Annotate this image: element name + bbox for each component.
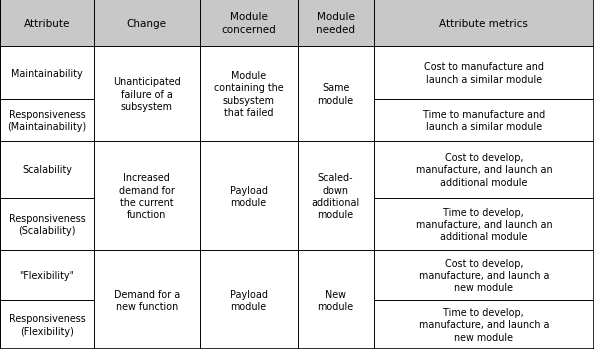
Text: Responsiveness
(Scalability): Responsiveness (Scalability) [8, 213, 86, 236]
Text: Attribute metrics: Attribute metrics [440, 18, 528, 29]
Bar [200, 142, 298, 251]
Bar [200, 251, 298, 349]
Bar [374, 142, 594, 198]
Bar [298, 47, 374, 142]
Text: Responsiveness
(Maintainability): Responsiveness (Maintainability) [7, 110, 87, 132]
Text: Time to develop,
manufacture, and launch an
additional module: Time to develop, manufacture, and launch… [415, 207, 552, 242]
Text: Change: Change [127, 18, 167, 29]
Text: Scalability: Scalability [22, 165, 72, 175]
Text: Attribute: Attribute [24, 18, 70, 29]
Text: "Flexibility": "Flexibility" [20, 270, 74, 280]
Bar [374, 300, 594, 349]
Bar [200, 47, 298, 142]
Bar [0, 100, 94, 142]
Text: Unanticipated
failure of a
subsystem: Unanticipated failure of a subsystem [113, 77, 181, 112]
Text: Time to manufacture and
launch a similar module: Time to manufacture and launch a similar… [423, 110, 545, 132]
Bar [374, 198, 594, 251]
Text: Cost to manufacture and
launch a similar module: Cost to manufacture and launch a similar… [424, 62, 544, 84]
Bar [0, 198, 94, 251]
Bar [94, 251, 200, 349]
Text: Cost to develop,
manufacture, and launch a
new module: Cost to develop, manufacture, and launch… [419, 258, 549, 292]
Bar [374, 100, 594, 142]
Bar [298, 0, 374, 47]
Text: Time to develop,
manufacture, and launch a
new module: Time to develop, manufacture, and launch… [419, 307, 549, 342]
Bar [94, 0, 200, 47]
Text: Cost to develop,
manufacture, and launch an
additional module: Cost to develop, manufacture, and launch… [415, 153, 552, 187]
Text: Module
needed: Module needed [316, 12, 355, 35]
Text: Increased
demand for
the current
function: Increased demand for the current functio… [119, 173, 175, 220]
Bar [0, 0, 94, 47]
Bar [374, 47, 594, 100]
Text: Module
containing the
subsystem
that failed: Module containing the subsystem that fai… [214, 71, 283, 118]
Text: Scaled-
down
additional
module: Scaled- down additional module [311, 173, 360, 220]
Bar [0, 142, 94, 198]
Text: Responsiveness
(Flexibility): Responsiveness (Flexibility) [8, 313, 86, 336]
Bar [94, 142, 200, 251]
Bar [0, 251, 94, 300]
Bar [374, 0, 594, 47]
Bar [200, 0, 298, 47]
Text: Module
concerned: Module concerned [221, 12, 276, 35]
Bar [298, 142, 374, 251]
Text: Same
module: Same module [318, 83, 353, 105]
Bar [298, 251, 374, 349]
Bar [374, 251, 594, 300]
Text: Maintainability: Maintainability [11, 68, 83, 78]
Bar [94, 47, 200, 142]
Text: Demand for a
new function: Demand for a new function [113, 289, 180, 311]
Text: New
module: New module [318, 289, 353, 311]
Text: Payload
module: Payload module [230, 185, 267, 207]
Bar [0, 300, 94, 349]
Text: Payload
module: Payload module [230, 289, 267, 311]
Bar [0, 47, 94, 100]
